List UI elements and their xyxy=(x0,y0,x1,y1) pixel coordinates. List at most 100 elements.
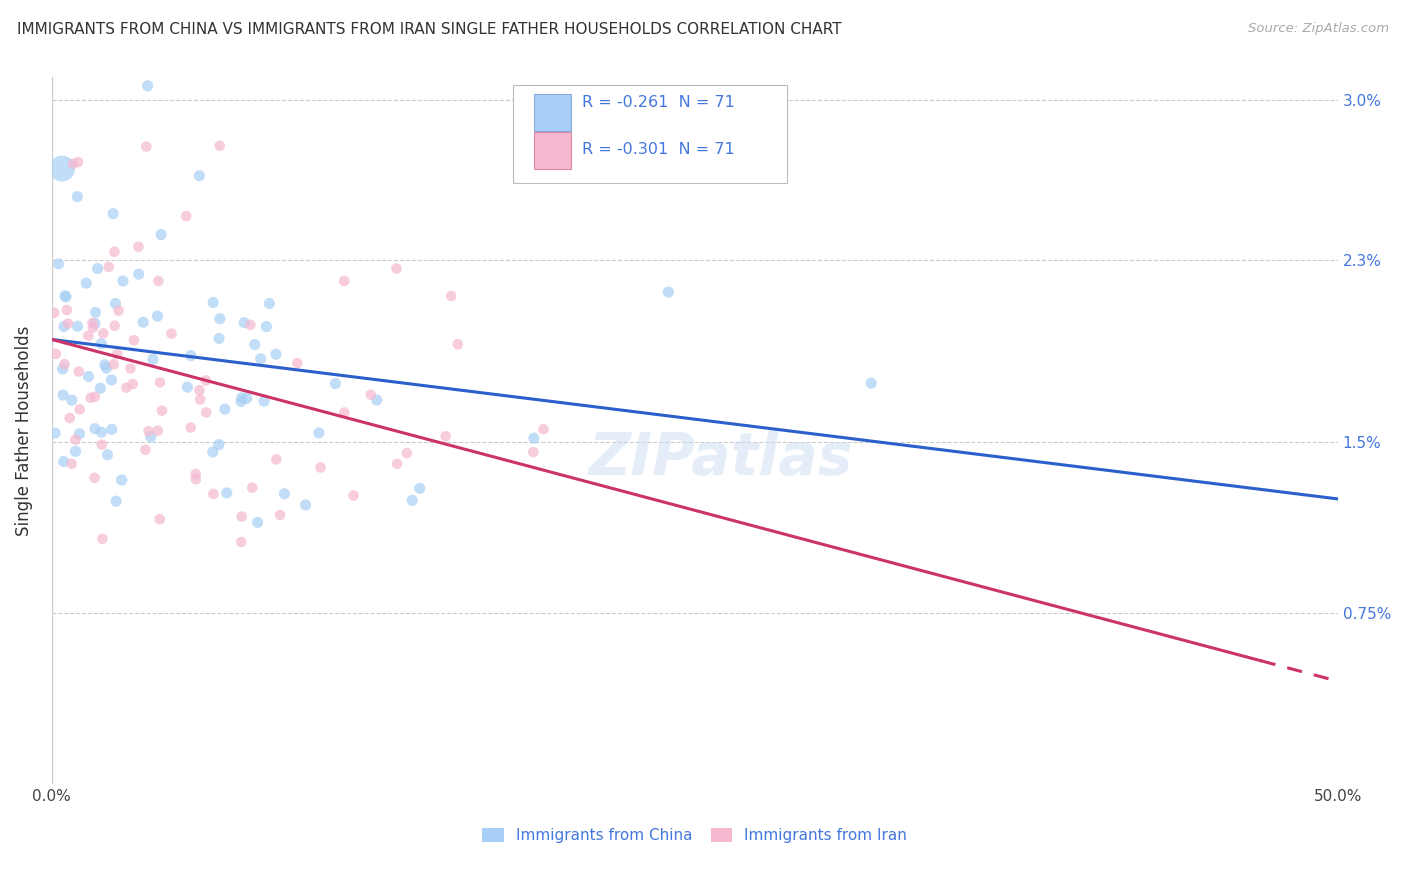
Point xyxy=(409,481,432,495)
Point xyxy=(253,394,276,409)
Point xyxy=(59,411,82,425)
Point xyxy=(53,289,76,303)
Point xyxy=(269,508,291,522)
Point xyxy=(447,337,470,351)
Text: R = -0.261  N = 71: R = -0.261 N = 71 xyxy=(582,95,735,110)
Point xyxy=(96,361,118,376)
Point xyxy=(56,317,79,331)
Point xyxy=(69,402,91,417)
Point xyxy=(77,328,100,343)
Point xyxy=(202,295,225,310)
Point xyxy=(188,169,211,183)
Point xyxy=(60,393,83,408)
Point xyxy=(84,421,107,435)
Point xyxy=(53,357,76,371)
Point xyxy=(66,189,89,203)
Point xyxy=(385,261,408,276)
Point xyxy=(150,227,173,242)
Point xyxy=(44,306,66,320)
Point xyxy=(195,405,218,419)
Point xyxy=(239,318,262,332)
Point xyxy=(215,486,238,500)
Point xyxy=(83,390,105,404)
Point xyxy=(188,384,211,398)
Point xyxy=(66,319,89,334)
Point xyxy=(65,444,87,458)
Point xyxy=(342,489,364,503)
Point xyxy=(184,472,207,486)
Point xyxy=(77,369,100,384)
Point xyxy=(75,276,97,290)
Point xyxy=(120,361,142,376)
Point xyxy=(184,467,207,481)
Point xyxy=(146,309,169,323)
Point xyxy=(160,326,183,341)
Point xyxy=(208,311,231,326)
Point xyxy=(229,394,252,409)
Point xyxy=(266,452,288,467)
Point xyxy=(115,381,138,395)
Point xyxy=(308,425,330,440)
Point xyxy=(111,473,134,487)
Point xyxy=(533,422,555,436)
Point xyxy=(194,373,217,387)
Point xyxy=(107,303,129,318)
Point xyxy=(138,424,160,438)
Point xyxy=(285,356,308,370)
Point xyxy=(246,516,269,530)
Point xyxy=(174,209,197,223)
Point xyxy=(122,333,145,347)
Point xyxy=(243,337,266,351)
Point xyxy=(149,512,172,526)
Text: IMMIGRANTS FROM CHINA VS IMMIGRANTS FROM IRAN SINGLE FATHER HOUSEHOLDS CORRELATI: IMMIGRANTS FROM CHINA VS IMMIGRANTS FROM… xyxy=(17,22,842,37)
Point xyxy=(273,487,295,501)
Point xyxy=(55,290,77,304)
Point xyxy=(294,498,316,512)
Point xyxy=(127,240,149,254)
Point xyxy=(254,319,277,334)
Point xyxy=(105,494,128,508)
Legend: Immigrants from China, Immigrants from Iran: Immigrants from China, Immigrants from I… xyxy=(482,828,907,843)
Point xyxy=(142,352,165,367)
Point xyxy=(401,493,423,508)
Point xyxy=(148,274,170,288)
Point xyxy=(96,448,118,462)
Point xyxy=(132,315,155,329)
Point xyxy=(103,318,125,333)
Point xyxy=(201,445,224,459)
Point xyxy=(440,289,463,303)
Point xyxy=(51,161,73,176)
Point xyxy=(522,445,544,459)
Point xyxy=(62,157,84,171)
Point xyxy=(264,347,287,361)
Point xyxy=(208,332,231,346)
Text: ZIPatlas: ZIPatlas xyxy=(588,430,852,487)
Point xyxy=(97,260,120,274)
Point xyxy=(333,274,356,288)
Point xyxy=(146,424,169,438)
Point xyxy=(523,431,546,445)
Point xyxy=(188,392,211,407)
Point xyxy=(103,357,125,371)
Text: R = -0.301  N = 71: R = -0.301 N = 71 xyxy=(582,143,735,157)
Point xyxy=(100,373,122,387)
Point xyxy=(259,296,281,310)
Point xyxy=(90,425,112,440)
Point xyxy=(176,380,198,394)
Point xyxy=(91,532,114,546)
Point xyxy=(385,457,408,471)
Point xyxy=(69,426,91,441)
Point xyxy=(90,438,112,452)
Point xyxy=(657,285,679,299)
Point xyxy=(103,244,125,259)
Point xyxy=(121,377,143,392)
Point xyxy=(240,481,263,495)
Point xyxy=(434,429,457,443)
Point xyxy=(202,487,225,501)
Point xyxy=(56,303,79,318)
Point xyxy=(44,426,66,441)
Point xyxy=(860,376,883,391)
Point xyxy=(84,317,107,331)
Text: Source: ZipAtlas.com: Source: ZipAtlas.com xyxy=(1249,22,1389,36)
Point xyxy=(45,347,67,361)
